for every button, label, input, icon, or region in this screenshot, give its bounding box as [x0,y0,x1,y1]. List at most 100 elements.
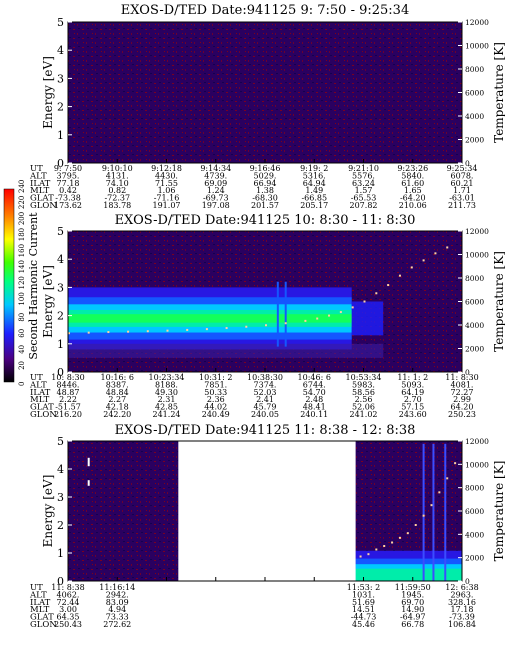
temperature-point [391,541,394,544]
spectrogram-background [68,22,462,163]
table-cell: 66.78 [401,620,424,629]
table-cell: -51.57 [55,403,81,412]
table-cell: 1.49 [305,186,323,195]
table-cell: 250.23 [448,410,476,419]
table-cell: -73.38 [55,194,81,203]
y2-tick-label: 4000 [465,530,484,539]
table-cell: 173.62 [54,201,82,210]
table-cell: -64.97 [400,613,426,622]
temperature-point [127,330,130,333]
temperature-point [186,328,189,331]
table-cell: 71.55 [155,179,178,188]
table-cell: 9:25:34 [447,164,478,173]
table-cell: 9: 7:50 [54,164,82,173]
y2-tick-label: 4000 [465,112,484,121]
y-tick-label: 3 [57,281,64,294]
table-cell: -71.16 [154,194,180,203]
colorbar-tick-label: 0 [18,382,26,386]
table-cell: 7374. [254,380,277,389]
temperature-point [351,306,354,309]
table-cell: -65.53 [351,194,377,203]
table-cell: 328.16 [448,598,476,607]
table-cell: -64.20 [400,194,426,203]
table-cell: 1.71 [453,186,471,195]
table-cell: 10:23:34 [149,373,185,382]
row-label: MLT [30,605,50,615]
table-cell: 5093. [401,380,424,389]
temperature-point [375,548,378,551]
table-cell: 2.27 [108,395,126,404]
table-cell: -63.01 [449,194,475,203]
table-cell: 8387. [106,380,129,389]
y2-tick-label: 0 [465,368,470,377]
temperature-point [454,462,457,465]
spectrogram [68,231,462,372]
temperature-point [406,532,409,535]
table-cell: 4.94 [108,605,126,614]
temperature-point [398,274,401,277]
y-tick-label: 5 [57,435,64,448]
row-label: GLON [30,620,57,630]
table-cell: 9:19: 2 [300,164,328,173]
y-tick-label: 2 [57,310,64,323]
table-cell: 201.57 [251,201,279,210]
y-tick-label: 1 [57,338,64,351]
temperature-point [339,311,342,314]
y-tick-label: 4 [57,463,64,476]
spectral-band [355,568,462,581]
row-label: ALT [29,171,47,181]
row-label: GLON [30,201,57,211]
temperature-point [375,292,378,295]
table-cell: 207.82 [350,201,378,210]
table-cell: 272.62 [103,620,131,629]
table-cell: 42.18 [106,403,129,412]
table-cell: 69.70 [401,598,424,607]
table-cell: -44.73 [351,613,377,622]
table-cell: 1.57 [355,186,373,195]
table-cell: 11: 8:30 [445,373,478,382]
table-cell: 3.00 [59,605,77,614]
y-tick-label: 0 [57,157,64,170]
table-cell: 2.56 [355,395,373,404]
table-cell: -73.39 [449,613,475,622]
y2-tick-label: 12000 [465,227,489,236]
table-cell: 42.85 [155,403,178,412]
streak [432,443,435,581]
temperature-point [316,317,319,320]
table-cell: 17.18 [451,605,474,614]
row-label: MLT [30,186,50,196]
row-label: ILAT [30,388,51,398]
table-cell: 240.05 [251,410,279,419]
y-tick-label: 0 [57,575,64,588]
y2-tick-label: 10000 [465,42,489,51]
colorbar: 0 20 40 60 80 100 120 140 160 180 200 220 240 Second… [3,180,40,386]
table-cell: 2.22 [59,395,77,404]
row-label: GLAT [30,403,54,413]
y2-tick-label: 2000 [465,345,484,354]
temperature-point [328,314,331,317]
table-cell: 5576. [352,171,375,180]
temperature-point [422,259,425,262]
colorbar-tick-label: 200 [18,212,26,225]
table-cell: 72.27 [451,388,474,397]
y-tick-label: 4 [57,253,64,266]
table-cell: 0.42 [59,186,77,195]
table-cell: 10:53:34 [346,373,382,382]
table-cell: 64.19 [401,388,424,397]
table-cell: 243.60 [399,410,427,419]
temperature-point [265,324,267,327]
temperature-point [387,284,390,287]
y2-tick-label: 2000 [465,136,484,145]
table-cell: 5840. [401,171,424,180]
table-cell: -68.30 [252,194,278,203]
temperature-point [414,524,417,526]
table-cell: 54.70 [303,388,326,397]
table-cell: 183.78 [103,201,131,210]
table-cell: 241.24 [153,410,181,419]
temperature-point [225,327,228,330]
table-cell: 4739. [204,171,227,180]
y2-tick-label: 6000 [465,89,484,98]
y2-tick-label: 0 [465,159,470,168]
table-cell: 9:16:46 [250,164,281,173]
table-cell: 45.79 [254,403,277,412]
